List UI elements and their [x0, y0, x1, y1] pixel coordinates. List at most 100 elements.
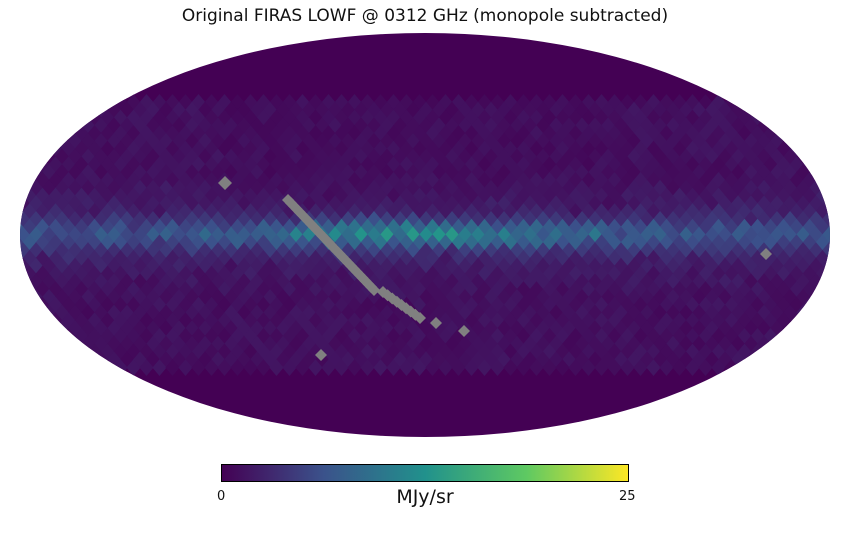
map-pixels [3, 94, 830, 376]
sky-pixel-825 [87, 203, 102, 220]
sky-pixel-102 [74, 109, 89, 127]
sky-pixel-667 [522, 179, 538, 197]
sky-pixel-937 [704, 211, 720, 228]
sky-pixel-327 [61, 140, 76, 158]
sky-pixel-335 [165, 140, 180, 158]
masked-pixel-c [458, 325, 470, 337]
sky-pixel-87 [561, 101, 577, 119]
sky-pixel-378 [724, 140, 739, 158]
sky-pixel-1005 [763, 218, 778, 236]
sky-pixel-608 [568, 172, 583, 189]
sky-pixel-341 [243, 140, 258, 158]
sky-pixel-961 [191, 218, 206, 236]
masked-stripe-30 [368, 284, 380, 296]
sky-pixel-925 [548, 211, 564, 228]
sky-pixel-887 [54, 211, 70, 228]
sky-pixel-635 [106, 179, 122, 197]
sky-pixel-2043 [191, 359, 206, 376]
sky-pixel-59 [197, 101, 213, 119]
sky-pixel-582 [230, 172, 245, 189]
sky-pixel-965 [243, 218, 258, 236]
sky-pixel-1691 [665, 304, 681, 322]
sky-pixel-676 [639, 179, 655, 197]
sky-pixel-574 [126, 172, 141, 189]
sky-pixel-84 [522, 101, 538, 119]
sky-pixel-281 [223, 133, 239, 150]
sky-pixel-1645 [67, 304, 83, 322]
sky-pixel-31 [503, 94, 518, 111]
colorbar-min-label: 0 [217, 489, 226, 504]
sky-pixel-159 [106, 117, 122, 135]
sky-pixel-1973 [633, 343, 648, 361]
sky-pixel-89 [587, 101, 603, 119]
sky-pixel-94 [652, 101, 668, 119]
sky-pixel-1980 [724, 343, 739, 361]
sky-pixel-4 [152, 94, 167, 111]
sky-pixel-1390 [776, 265, 791, 283]
sky-pixel-1389 [763, 265, 778, 283]
sky-pixel-620 [724, 172, 739, 189]
sky-pixel-1147 [106, 242, 122, 259]
sky-pixel-883 [3, 211, 17, 228]
sky-pixel-329 [87, 140, 102, 158]
sky-pixel-994 [620, 218, 635, 236]
sky-pixel-761 [80, 195, 96, 213]
sky-pixel-310 [600, 133, 616, 150]
sky-pixel-621 [737, 172, 752, 189]
sky-pixel-2071 [555, 359, 570, 376]
sky-pixel-282 [236, 133, 252, 150]
sky-pixel-1642 [28, 304, 44, 322]
sky-pixel-623 [763, 172, 778, 189]
sky-pixel-928 [587, 211, 603, 228]
sky-pixel-1345 [191, 265, 206, 283]
sky-pixel-901 [236, 211, 252, 228]
sky-pixel-622 [750, 172, 765, 189]
sky-pixel-1342 [152, 265, 167, 283]
sky-pixel-1966 [542, 343, 557, 361]
sky-pixel-1687 [613, 304, 629, 322]
sky-pixel-617 [685, 172, 700, 189]
sky-pixel-332 [126, 140, 141, 158]
sky-pixel-369 [607, 140, 622, 158]
sky-pixel-1457 [821, 273, 830, 291]
sky-pixel-1203 [20, 250, 24, 267]
sky-pixel-959 [165, 218, 180, 236]
sky-pixel-1654 [184, 304, 200, 322]
sky-pixel-374 [672, 140, 687, 158]
sky-pixel-603 [503, 172, 518, 189]
sky-pixel-1648 [106, 304, 122, 322]
sky-pixel-895 [158, 211, 174, 228]
sky-pixel-1658 [236, 304, 252, 322]
sky-pixel-1686 [600, 304, 616, 322]
sky-pixel-2076 [620, 359, 635, 376]
sky-pixel-1337 [87, 265, 102, 283]
sky-pixel-1388 [750, 265, 765, 283]
sky-pixel-956 [126, 218, 141, 236]
sky-pixel-2069 [529, 359, 544, 376]
sky-pixel-637 [132, 179, 148, 197]
sky-pixel-583 [243, 172, 258, 189]
sky-pixel-950 [48, 218, 63, 236]
sky-pixel-1681 [535, 304, 551, 322]
sky-pixel-1395 [20, 273, 31, 291]
sky-pixel-619 [711, 172, 726, 189]
sky-pixel-613 [633, 172, 648, 189]
sky-pixel-1983 [763, 343, 778, 361]
sky-pixel-2044 [204, 359, 219, 376]
sky-pixel-1932 [100, 343, 115, 361]
sky-pixel-762 [93, 195, 109, 213]
sky-pixel-371 [633, 140, 648, 158]
sky-pixel-1399 [67, 273, 83, 291]
sky-pixel-6 [178, 94, 193, 111]
sky-pixel-990 [568, 218, 583, 236]
sky-pixel-1336 [74, 265, 89, 283]
sky-pixel-894 [145, 211, 161, 228]
sky-pixel-1006 [776, 218, 791, 236]
sky-pixel-964 [230, 218, 245, 236]
sky-pixel-1392 [802, 265, 817, 283]
sky-pixel-888 [67, 211, 83, 228]
sky-pixel-607 [555, 172, 570, 189]
sky-pixel-1692 [678, 304, 694, 322]
sky-pixel-2057 [373, 359, 388, 376]
sky-pixel-1934 [126, 343, 141, 361]
